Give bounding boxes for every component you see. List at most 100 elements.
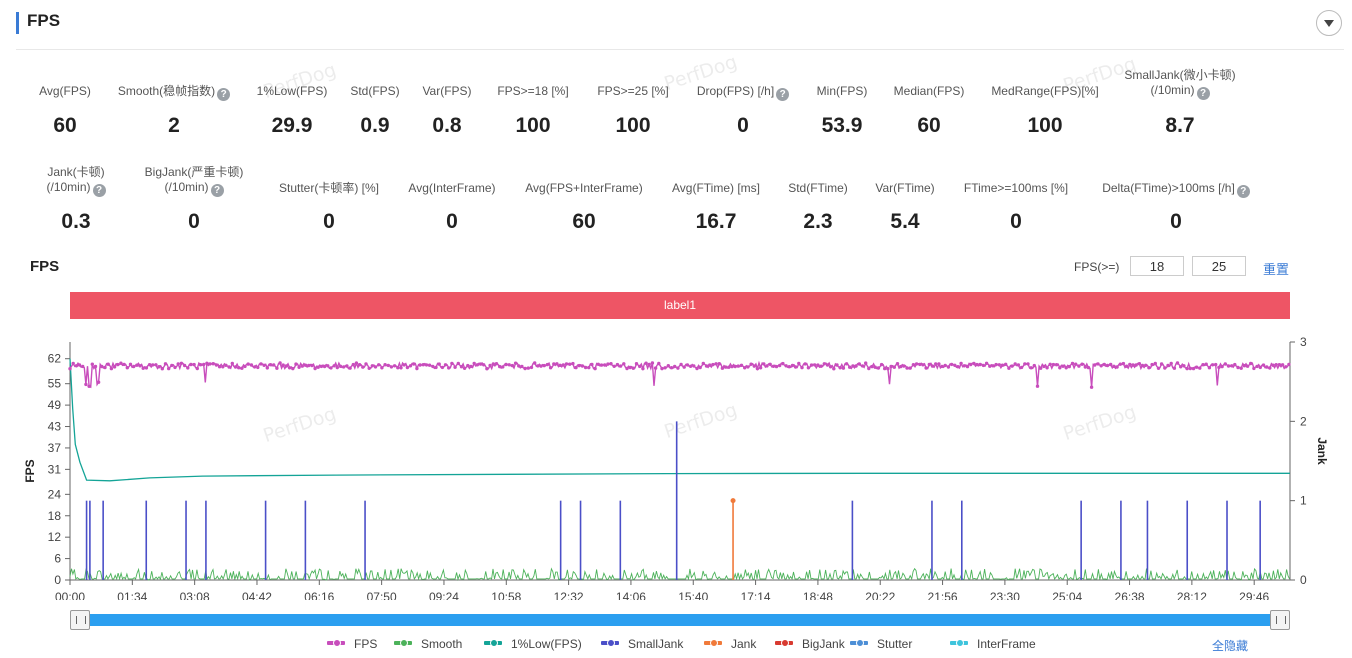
fps-point <box>332 364 336 368</box>
fps-point <box>1099 364 1103 368</box>
fps-point <box>940 364 944 369</box>
stat-label-text: Avg(FTime) [ms] <box>671 181 760 195</box>
x-tick-label: 20:22 <box>865 590 895 600</box>
fps-point <box>214 363 219 367</box>
title-accent-bar <box>16 12 19 34</box>
fps-point <box>1086 365 1091 370</box>
fps-point <box>116 362 120 367</box>
fps-point <box>943 363 947 368</box>
fps-point <box>937 362 941 366</box>
y2-tick-label: 0 <box>1300 573 1307 587</box>
fps-point <box>186 366 190 370</box>
x-tick-label: 01:34 <box>117 590 147 600</box>
fps-point <box>357 363 362 367</box>
fps-point <box>348 366 352 370</box>
fps-point <box>749 362 753 366</box>
fps-point <box>854 364 858 368</box>
stat-label: FPS>=25 [%] <box>543 84 723 99</box>
fps-point <box>1265 365 1269 369</box>
legend-label: FPS <box>354 637 378 651</box>
fps-point <box>704 364 709 368</box>
fps-point <box>208 362 212 366</box>
fps-point <box>848 365 852 369</box>
fps-point <box>930 364 935 368</box>
fps-point <box>396 366 400 370</box>
reset-link[interactable]: 重置 <box>1263 262 1290 277</box>
stat-value: 16.7 <box>695 210 737 233</box>
help-icon[interactable]: ? <box>1196 87 1210 100</box>
collapse-toggle-icon[interactable] <box>1316 10 1342 36</box>
x-tick-label: 26:38 <box>1115 590 1145 600</box>
fps-point <box>997 363 1001 367</box>
label-bar[interactable]: label1 <box>70 292 1290 319</box>
legend-label: Stutter <box>877 637 913 651</box>
fps-point <box>462 366 467 370</box>
fps-point <box>914 362 919 366</box>
x-tick-label: 14:06 <box>616 590 646 600</box>
fps-point <box>695 366 699 371</box>
fps-point <box>841 366 846 370</box>
fps-point <box>1105 363 1110 368</box>
slider-handle-right[interactable] <box>1270 610 1290 630</box>
fps-point <box>1144 363 1148 367</box>
fps-point <box>144 366 149 370</box>
fps-point <box>1239 366 1243 370</box>
fps-point <box>883 366 887 371</box>
fps-point <box>1131 363 1135 367</box>
fps-point <box>774 364 779 369</box>
fps-point <box>1153 361 1158 366</box>
fps-point <box>793 365 798 369</box>
time-range-slider[interactable] <box>70 610 1290 630</box>
fps-point <box>927 362 931 367</box>
fps-point <box>1166 363 1170 368</box>
stat-ftime-100ms: FTime>=100ms [%] 0 <box>926 181 1106 233</box>
fps-point <box>507 363 511 367</box>
fps-point <box>736 364 740 368</box>
help-icon[interactable]: ? <box>92 184 106 197</box>
fps-point <box>529 365 534 370</box>
help-icon[interactable]: ? <box>1236 185 1250 198</box>
legend-swatch-icon <box>775 639 793 647</box>
fps-threshold-input-2[interactable] <box>1192 256 1246 276</box>
x-tick-label: 17:14 <box>741 590 771 600</box>
stat-label-text: Avg(InterFrame) <box>408 181 496 195</box>
fps-point <box>653 366 658 370</box>
fps-point <box>609 362 613 366</box>
hide-all-link[interactable]: 全隐藏 <box>1212 639 1249 653</box>
fps-point <box>590 362 594 367</box>
stat-label-unit-text: (/10min) <box>46 180 91 194</box>
stat-label: FTime>=100ms [%] <box>926 181 1106 196</box>
fps-point <box>109 366 114 371</box>
legend-swatch-icon <box>704 639 722 647</box>
stat-min-fps: Min(FPS) 53.9 <box>752 84 932 137</box>
stat-value: 0.9 <box>360 114 390 137</box>
fps-point <box>322 364 327 369</box>
fps-point <box>733 364 737 369</box>
help-icon[interactable]: ? <box>210 184 224 197</box>
slider-track[interactable] <box>80 614 1280 626</box>
fps-point <box>1261 363 1266 367</box>
fps-point <box>622 362 626 366</box>
fps-point <box>666 364 670 368</box>
fps-point <box>520 364 524 369</box>
fps-point <box>1268 366 1272 370</box>
fps-point <box>252 365 257 369</box>
help-icon[interactable]: ? <box>217 88 231 101</box>
fps-point <box>354 361 359 365</box>
fps-point <box>167 366 171 371</box>
fps-point <box>813 363 817 367</box>
fps-point <box>1096 362 1100 366</box>
smooth-series-line <box>69 567 1290 582</box>
fps-threshold-input-1[interactable] <box>1130 256 1184 276</box>
fps-point <box>189 362 193 367</box>
fps-point <box>797 361 801 366</box>
fps-point <box>771 364 776 368</box>
fps-point <box>606 362 610 366</box>
fps-point <box>475 363 480 367</box>
help-icon[interactable]: ? <box>776 88 790 101</box>
slider-handle-left[interactable] <box>70 610 90 630</box>
fps-point <box>1074 362 1078 366</box>
stat-value: 60 <box>917 114 941 137</box>
fps-point <box>233 365 238 369</box>
